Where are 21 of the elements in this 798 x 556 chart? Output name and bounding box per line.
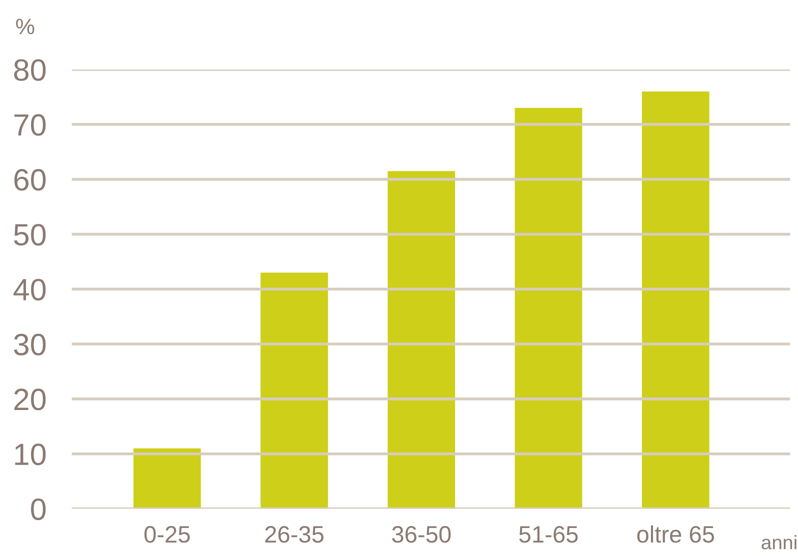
x-tick-label: 36-50 (392, 526, 451, 543)
bar (133, 448, 201, 509)
bar (388, 171, 456, 509)
x-axis-title: anni (762, 535, 796, 550)
bar (260, 272, 328, 509)
bar (514, 108, 582, 509)
y-tick-label: 0 (31, 498, 46, 520)
y-tick-label: 50 (14, 224, 46, 246)
x-tick-label: 26-35 (265, 526, 324, 543)
y-axis-title: % (16, 18, 34, 34)
bar (642, 91, 710, 509)
y-tick-label: 30 (14, 334, 46, 356)
y-tick-label: 60 (14, 169, 46, 191)
y-tick-label: 80 (14, 59, 46, 81)
y-tick-label: 20 (14, 388, 46, 410)
x-tick-label: oltre 65 (637, 525, 714, 543)
y-tick-label: 40 (14, 278, 46, 300)
x-tick-label: 0-25 (144, 526, 190, 543)
y-tick-label: 70 (14, 114, 46, 136)
x-tick-label: 51-65 (519, 526, 578, 543)
y-tick-label: 10 (15, 444, 46, 466)
